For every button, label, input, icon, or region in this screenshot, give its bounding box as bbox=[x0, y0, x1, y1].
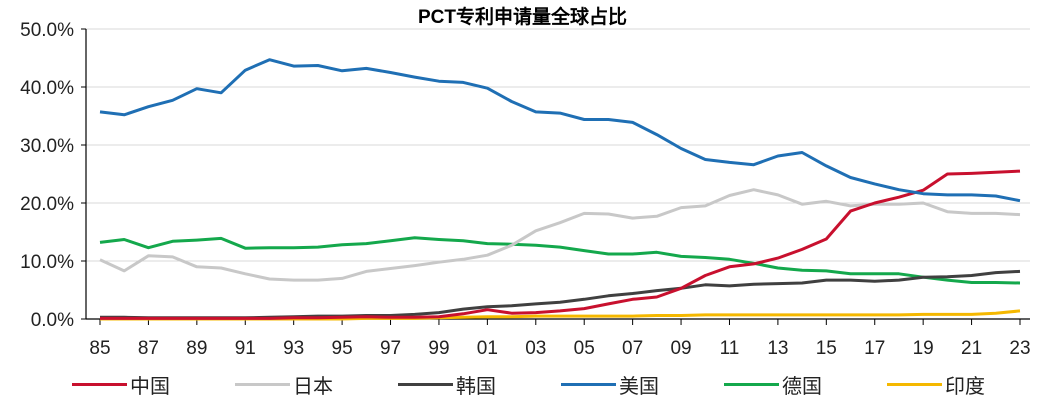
legend-item: 德国 bbox=[724, 370, 887, 399]
x-tick-label: 11 bbox=[720, 338, 740, 359]
series-line bbox=[99, 236, 1021, 285]
series-line bbox=[100, 169, 1021, 320]
x-tick-label: 99 bbox=[428, 338, 449, 359]
x-tick-label: 15 bbox=[816, 338, 837, 359]
chart-title: PCT专利申请量全球占比 bbox=[417, 7, 627, 28]
legend-swatch bbox=[887, 383, 942, 386]
legend-label: 美国 bbox=[619, 376, 659, 398]
legend-swatch bbox=[561, 383, 616, 386]
x-tick-label: 97 bbox=[380, 338, 401, 359]
x-tick-label: 91 bbox=[235, 338, 256, 359]
legend-swatch bbox=[72, 383, 127, 386]
legend-label: 韩国 bbox=[456, 376, 496, 398]
x-tick-label: 07 bbox=[622, 338, 643, 359]
x-tick-label: 01 bbox=[477, 338, 498, 359]
x-tick-label: 05 bbox=[574, 338, 595, 359]
legend-swatch bbox=[235, 383, 290, 386]
legend-swatch bbox=[724, 383, 779, 386]
legend: 中国 日本 韩国 美国 德国 印度 bbox=[72, 370, 1045, 399]
plot-area: 0.0% 10.0% 20.0% 30.0% 40.0% 50.0% 85 87 89 91 93 9… bbox=[20, 20, 1030, 359]
x-tick-label: 85 bbox=[89, 338, 110, 359]
legend-label: 中国 bbox=[130, 376, 170, 398]
x-tick-label: 21 bbox=[961, 338, 982, 359]
legend-item: 中国 bbox=[72, 370, 235, 399]
x-tick-label: 89 bbox=[186, 338, 207, 359]
legend-label: 日本 bbox=[293, 376, 333, 398]
x-tick-label: 09 bbox=[670, 338, 691, 359]
legend-swatch bbox=[398, 383, 453, 386]
x-tick-label: 19 bbox=[913, 338, 934, 359]
x-tick-label: 95 bbox=[332, 338, 353, 359]
x-tick-label: 93 bbox=[283, 338, 304, 359]
y-tick-label: 10.0% bbox=[20, 252, 74, 273]
y-tick-label: 50.0% bbox=[20, 20, 74, 41]
x-tick-label: 23 bbox=[1009, 338, 1030, 359]
x-tick-label: 03 bbox=[525, 338, 546, 359]
y-tick-label: 0.0% bbox=[31, 310, 74, 331]
y-tick-label: 30.0% bbox=[20, 136, 74, 157]
legend-item: 美国 bbox=[561, 370, 724, 399]
x-tick-label: 87 bbox=[138, 338, 159, 359]
series-line bbox=[99, 58, 1021, 203]
legend-item: 印度 bbox=[887, 370, 1045, 399]
y-tick-label: 40.0% bbox=[20, 78, 74, 99]
legend-item: 日本 bbox=[235, 370, 398, 399]
legend-label: 印度 bbox=[945, 376, 985, 398]
legend-item: 韩国 bbox=[398, 370, 561, 399]
x-tick-label: 13 bbox=[767, 338, 788, 359]
y-tick-label: 20.0% bbox=[20, 194, 74, 215]
x-tick-label: 17 bbox=[864, 338, 885, 359]
legend-label: 德国 bbox=[782, 376, 822, 398]
